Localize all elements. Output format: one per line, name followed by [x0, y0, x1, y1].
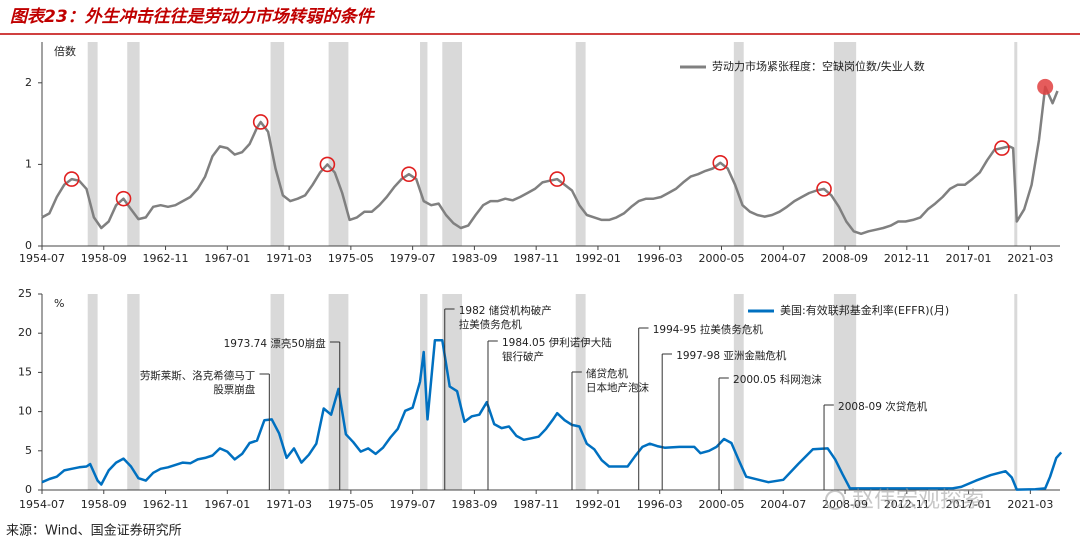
highlight-circle — [401, 166, 417, 182]
x-tick-label: 1954-07 — [19, 498, 65, 511]
recession-band — [87, 42, 98, 246]
x-tick-label: 1958-09 — [81, 498, 127, 511]
x-tick-label: 1954-07 — [19, 252, 65, 265]
highlight-circle — [63, 171, 80, 187]
recession-band — [270, 42, 285, 246]
x-tick-label: 2008-09 — [822, 252, 868, 265]
x-tick-label: 1983-09 — [451, 498, 497, 511]
x-tick-label: 1975-05 — [328, 498, 374, 511]
annotation-text: 1982 储贷机构破产 — [459, 304, 552, 317]
x-tick-label: 2004-07 — [760, 498, 806, 511]
x-tick-label: 2017-01 — [946, 498, 992, 511]
recession-band — [442, 42, 463, 246]
y-tick-label: 2 — [25, 76, 32, 89]
x-tick-label: 2000-05 — [699, 498, 745, 511]
watermark: 赵伟宏观探索 — [852, 488, 984, 513]
recession-band — [1014, 42, 1018, 246]
recession-band — [733, 42, 744, 246]
x-tick-label: 1996-03 — [637, 252, 683, 265]
x-tick-label: 1996-03 — [637, 498, 683, 511]
y-tick-label: 20 — [18, 326, 32, 339]
y-tick-label: 1 — [25, 157, 32, 170]
x-tick-label: 2008-09 — [822, 498, 868, 511]
recession-band — [833, 42, 857, 246]
x-tick-label: 2017-01 — [946, 252, 992, 265]
x-tick-label: 2004-07 — [760, 252, 806, 265]
x-tick-label: 1967-01 — [204, 252, 250, 265]
highlight-circle — [816, 181, 832, 197]
watermark-icon — [825, 490, 845, 510]
x-tick-label: 1992-01 — [575, 252, 621, 265]
x-tick-label: 2000-05 — [699, 252, 745, 265]
latest-point — [1037, 78, 1054, 95]
y-axis-label: % — [54, 297, 64, 310]
x-tick-label: 1975-05 — [328, 252, 374, 265]
x-tick-label: 1962-11 — [143, 498, 189, 511]
recession-band — [575, 42, 586, 246]
recession-band — [442, 294, 463, 490]
y-tick-label: 5 — [25, 444, 32, 457]
recession-band — [420, 294, 428, 490]
x-tick-label: 1962-11 — [143, 252, 189, 265]
recession-band — [575, 294, 586, 490]
recession-band — [127, 294, 140, 490]
x-tick-label: 1958-09 — [81, 252, 127, 265]
annotation-text: 2000.05 科网泡沫 — [733, 373, 822, 386]
y-tick-label: 10 — [18, 405, 32, 418]
source: 来源：Wind、国金证券研究所 — [6, 523, 182, 539]
annotation-text: 1997-98 亚洲金融危机 — [676, 349, 787, 362]
y-tick-label: 15 — [18, 365, 32, 378]
y-axis-label: 倍数 — [54, 44, 76, 58]
y-tick-label: 0 — [25, 239, 32, 252]
annotation-text: 2008-09 次贷危机 — [838, 400, 928, 413]
series-line — [41, 339, 1063, 491]
recession-band — [420, 42, 428, 246]
annotation-text: 拉美债务危机 — [459, 318, 522, 331]
series-line — [41, 85, 1059, 236]
highlight-circle — [115, 190, 132, 207]
highlight-circle — [319, 156, 336, 173]
recession-band — [87, 294, 98, 490]
annotation-text: 1973.74 漂亮50崩盘 — [224, 337, 327, 350]
x-tick-label: 2021-03 — [1007, 498, 1053, 511]
annotation-text: 股票崩盘 — [213, 383, 255, 396]
highlight-circle — [252, 114, 269, 130]
recession-band — [270, 294, 285, 490]
annotation-text: 1984.05 伊利诺伊大陆 — [502, 336, 612, 349]
x-tick-label: 2021-03 — [1007, 252, 1053, 265]
legend-label: 美国:有效联邦基金利率(EFFR)(月) — [780, 303, 949, 317]
page-title: 图表23：外生冲击往往是劳动力市场转弱的条件 — [10, 7, 376, 27]
y-tick-label: 0 — [25, 483, 32, 496]
highlight-circle — [712, 154, 729, 171]
x-tick-label: 1967-01 — [204, 498, 250, 511]
highlight-circle — [994, 140, 1010, 156]
x-tick-label: 1992-01 — [575, 498, 621, 511]
annotation-text: 劳斯莱斯、洛克希德马丁 — [140, 369, 256, 382]
recession-band — [733, 294, 744, 490]
recession-band — [328, 42, 349, 246]
x-tick-label: 1987-11 — [513, 498, 559, 511]
annotation-text: 日本地产泡沫 — [586, 381, 649, 394]
x-tick-label: 1971-03 — [266, 498, 312, 511]
highlight-circle — [549, 171, 565, 187]
legend-label: 劳动力市场紧张程度：空缺岗位数/失业人数 — [712, 59, 925, 73]
recession-band — [833, 294, 857, 490]
x-tick-label: 1987-11 — [513, 252, 559, 265]
x-tick-label: 1979-07 — [390, 498, 436, 511]
annotation-text: 1994-95 拉美债务危机 — [653, 323, 764, 336]
annotation-text: 银行破产 — [502, 350, 544, 363]
recession-band — [1014, 294, 1018, 490]
x-tick-label: 1979-07 — [390, 252, 436, 265]
x-tick-label: 1983-09 — [451, 252, 497, 265]
y-tick-label: 25 — [18, 287, 32, 300]
x-tick-label: 1971-03 — [266, 252, 312, 265]
annotation-text: 储贷危机 — [586, 367, 628, 380]
x-tick-label: 2012-11 — [884, 252, 930, 265]
x-tick-label: 2012-11 — [884, 498, 930, 511]
recession-band — [127, 42, 140, 246]
